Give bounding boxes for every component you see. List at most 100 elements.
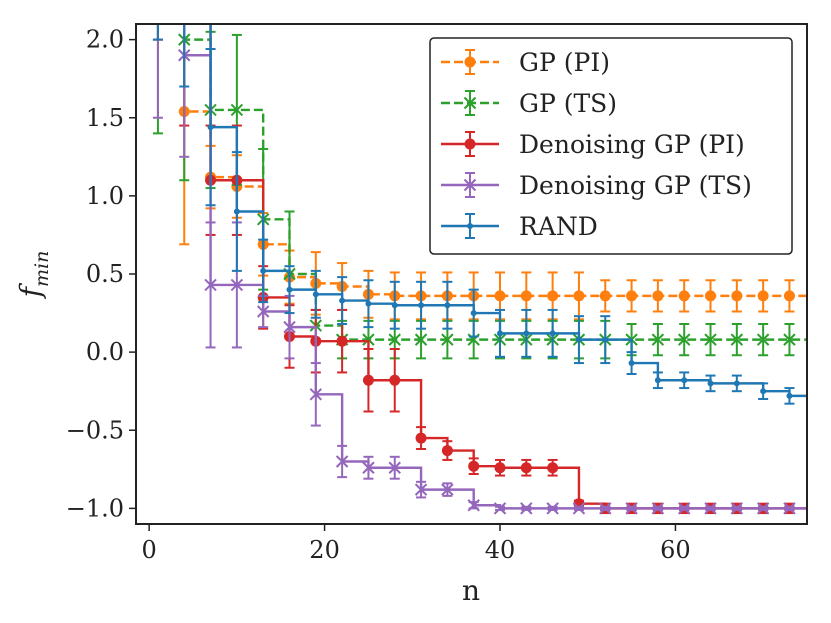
- series-0-point: [494, 290, 506, 302]
- series-4-point: [681, 377, 688, 384]
- series-2-point: [547, 462, 559, 474]
- series-3-point: [230, 278, 244, 292]
- axes-layer: 0 20 40 60 −1.0 −0.5 0.0 0.5 1.0 1.5 2.0: [66, 26, 691, 564]
- series-0-point: [678, 290, 690, 302]
- series-layer: [152, 24, 807, 515]
- y-tick-label: 0.0: [86, 338, 124, 366]
- series-1-point: [414, 333, 428, 346]
- series-4-point: [339, 297, 346, 304]
- series-3-point-stroke-b: [230, 278, 244, 292]
- x-tick-label: 20: [309, 536, 340, 564]
- x-tick-label: 60: [660, 536, 691, 564]
- y-tick-label: 1.5: [86, 104, 124, 132]
- series-3-point-stroke-b: [388, 461, 401, 474]
- y-tick-label: −0.5: [66, 416, 124, 444]
- series-3-point-stroke-b: [783, 502, 796, 515]
- series-1-line: [183, 24, 807, 341]
- series-4-point: [312, 291, 319, 298]
- series-1-point: [388, 333, 401, 346]
- series-1-point: [441, 333, 454, 346]
- legend-swatch-marker: [463, 178, 477, 192]
- series-3-point-stroke-b: [309, 388, 323, 401]
- series-4-point: [418, 302, 425, 309]
- series-1-point-stroke-b: [441, 333, 454, 346]
- series-1-point-stroke-b: [756, 333, 770, 346]
- series-1-point: [677, 333, 691, 346]
- series-3-point: [730, 502, 744, 515]
- series-1-point-stroke-b: [783, 333, 796, 346]
- legend-label: Denoising GP (PI): [519, 130, 745, 159]
- legend-item-3: Denoising GP (TS): [441, 171, 752, 200]
- series-2-point: [520, 462, 532, 474]
- series-3-point-stroke-b: [651, 502, 665, 515]
- series-3-point: [599, 502, 612, 515]
- series-0-point: [547, 290, 559, 302]
- series-4-point: [286, 286, 293, 293]
- series-1-point: [704, 333, 717, 346]
- series-1-point-stroke-b: [230, 103, 244, 117]
- series-3-point: [309, 388, 323, 401]
- series-3-point-stroke-b: [362, 461, 375, 474]
- series-1-point: [730, 333, 744, 346]
- series-2-point: [441, 445, 453, 457]
- legend-label: GP (TS): [519, 89, 617, 118]
- series-0-point: [573, 290, 585, 302]
- legend-label: RAND: [519, 212, 598, 241]
- series-3-point: [677, 502, 691, 515]
- series-1-point: [230, 103, 244, 117]
- legend-label: GP (PI): [519, 48, 610, 77]
- legend-swatch-marker-stroke-b: [463, 96, 477, 110]
- series-3-group: [152, 24, 807, 515]
- series-0-point: [757, 290, 769, 302]
- series-0-point: [783, 290, 795, 302]
- series-3-point: [335, 455, 349, 468]
- series-3-point-stroke-b: [493, 502, 507, 515]
- series-3-point-stroke-b: [441, 483, 454, 496]
- series-4-point: [707, 380, 714, 387]
- series-1-point-stroke-b: [677, 333, 691, 346]
- series-4-point: [575, 336, 582, 343]
- series-3-point-stroke-b: [599, 502, 612, 515]
- y-tick-label: −1.0: [66, 494, 124, 522]
- series-3-point-stroke-b: [546, 502, 559, 515]
- series-4-point: [365, 300, 372, 307]
- x-tick-label: 40: [485, 536, 516, 564]
- series-4-group: [152, 24, 807, 405]
- series-4-point: [654, 377, 661, 384]
- y-tick-label: 2.0: [86, 26, 124, 54]
- series-3-point: [572, 502, 586, 515]
- legend-item-2: Denoising GP (PI): [441, 130, 745, 159]
- series-2-point: [494, 462, 506, 474]
- legend-item-1: GP (TS): [441, 89, 617, 118]
- y-tick-label: 1.0: [86, 182, 124, 210]
- series-1-point: [651, 333, 665, 346]
- series-3-point: [204, 278, 217, 292]
- series-4-point: [628, 360, 635, 367]
- series-4-point: [391, 302, 398, 309]
- series-3-point-stroke-b: [520, 502, 533, 515]
- x-axis-label: n: [462, 574, 480, 607]
- series-3-point-stroke-b: [414, 483, 428, 496]
- series-4-point: [233, 208, 240, 215]
- series-0-point: [652, 290, 664, 302]
- series-3-point: [651, 502, 665, 515]
- series-3-line: [183, 24, 807, 510]
- legend: GP (PI) GP (TS) Denoising GP (PI) Denoising…: [429, 37, 793, 255]
- series-1-point: [783, 333, 796, 346]
- legend-swatch-marker: [464, 138, 476, 150]
- series-3-point-stroke-b: [467, 499, 480, 512]
- series-1-point: [362, 333, 375, 346]
- series-3-point-stroke-b: [677, 502, 691, 515]
- series-3-point-stroke-b: [283, 320, 296, 334]
- series-3-point: [441, 483, 454, 496]
- series-3-point: [283, 320, 296, 334]
- series-0-point: [599, 290, 611, 302]
- series-4-point: [602, 336, 609, 343]
- series-4-point: [444, 302, 451, 309]
- series-0-point: [626, 290, 638, 302]
- legend-swatch-marker-stroke-b: [463, 178, 477, 192]
- series-3-point-stroke-b: [204, 278, 217, 292]
- series-2-point: [468, 460, 480, 472]
